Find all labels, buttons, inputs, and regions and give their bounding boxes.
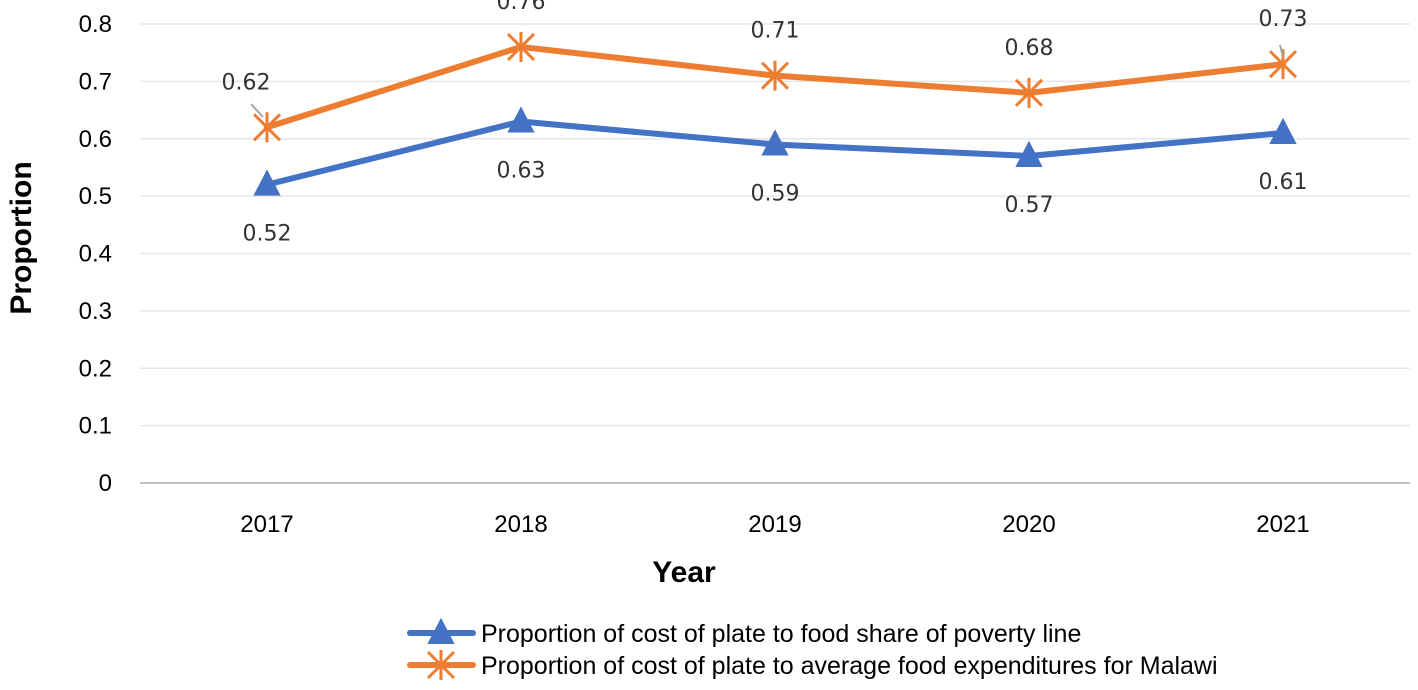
y-tick-label: 0.5 [79,183,112,210]
legend-label: Proportion of cost of plate to average f… [481,652,1218,680]
data-label: 0.61 [1259,170,1308,195]
data-label: 0.57 [1005,193,1054,218]
x-axis-title: Year [652,556,716,589]
y-tick-label: 0 [99,470,112,497]
x-tick-label: 2021 [1256,511,1309,538]
data-label: 0.71 [751,19,800,44]
data-label: 0.73 [1259,7,1308,32]
data-label: 0.68 [1005,36,1054,61]
label-leader-line [1279,44,1284,58]
legend-swatch-marker [426,650,456,680]
data-label: 0.52 [243,222,292,247]
data-label: 0.59 [751,181,800,206]
data-point-marker [506,31,536,62]
series-group [252,31,1298,196]
data-point-marker [1269,117,1297,145]
data-point-marker [253,169,281,196]
data-label: 0.63 [497,159,546,184]
data-point-marker [1014,77,1044,108]
y-tick-label: 0.2 [79,355,112,382]
x-tick-label: 2019 [748,511,801,538]
y-tick-label: 0.6 [79,126,112,153]
data-point-marker [1015,140,1043,167]
x-tick-label: 2020 [1002,511,1055,538]
data-label: 0.76 [497,0,546,15]
legend-swatch-marker [427,617,455,644]
data-label: 0.62 [222,70,271,95]
data-point-marker [507,106,535,133]
y-tick-label: 0.7 [79,68,112,95]
y-tick-label: 0.8 [79,11,112,38]
x-tick-label: 2017 [240,511,293,538]
x-axis-ticks: 2017 2018 2019 2020 2021 [240,511,1309,538]
y-tick-label: 0.4 [79,241,112,268]
data-point-marker [252,112,282,143]
y-tick-label: 0.1 [79,413,112,440]
y-axis-ticks: 0 0.1 0.2 0.3 0.4 0.5 0.6 0.7 0.8 [79,11,112,497]
label-leader-line [250,103,264,118]
y-axis-title: Proportion [5,161,38,314]
data-point-marker [760,60,790,91]
y-tick-label: 0.3 [79,298,112,325]
x-tick-label: 2018 [494,511,547,538]
data-point-marker [761,129,789,156]
legend-label: Proportion of cost of plate to food shar… [481,620,1081,648]
data-labels: 0.52 0.63 0.59 0.57 0.61 0.62 0.76 0.71 0.68 0.73 [222,0,1308,247]
legend: Proportion of cost of plate to food shar… [407,617,1218,680]
